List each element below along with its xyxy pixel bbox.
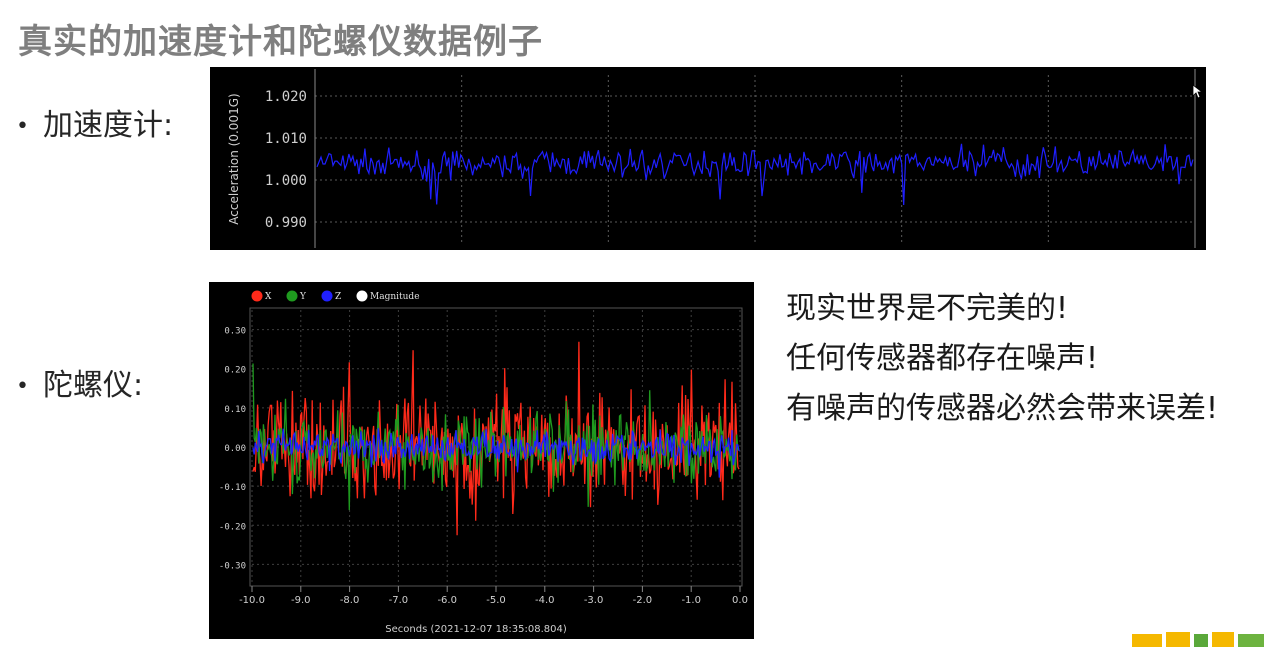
accelerometer-chart: 1.020 1.010 1.000 0.990 Acceleration (0.001G… [210,67,1206,250]
y-tick-label: 1.010 [265,131,307,147]
x-tick-label: -3.0 [584,595,604,606]
legend-marker [251,290,263,302]
x-tick-label: -9.0 [291,595,311,606]
x-tick-label: -5.0 [486,595,506,606]
x-tick-label: -4.0 [535,595,555,606]
series-line-acceleration [316,143,1194,206]
y-tick-label: 0.30 [224,327,246,337]
series-line-x [252,341,740,536]
legend-label: Z [335,292,341,302]
x-tick-label: -7.0 [389,595,409,606]
legend-label: X [265,292,272,302]
bullet-gyroscope-label: 陀螺仪: [42,368,144,403]
y-tick-label: 0.10 [224,405,246,415]
series-line-y [252,363,740,511]
x-tick-label: -10.0 [239,595,265,606]
legend-marker [321,290,333,302]
gyroscope-chart: -10.0 -9.0 -8.0 -7.0 -6.0 -5.0 -4.0 -3.0 -2.0 -1.… [209,282,754,639]
legend-marker [356,290,368,302]
y-tick-label: 1.020 [265,89,307,105]
x-axis-label: Seconds (2021-12-07 18:35:08.804) [385,624,567,635]
slide-title: 真实的加速度计和陀螺仪数据例子 [18,22,543,62]
note-line-3: 有噪声的传感器必然会带来误差! [786,391,1219,426]
y-tick-label: -0.10 [219,483,246,493]
gyroscope-chart-svg: -10.0 -9.0 -8.0 -7.0 -6.0 -5.0 -4.0 -3.0 -2.0 -1.… [219,290,748,635]
bullet-dot-icon: • [16,114,29,139]
y-tick-label: 0.990 [265,215,307,231]
y-tick-label: 0.20 [224,366,246,376]
bullet-accelerometer: • 加速度计: [16,100,173,144]
note-line-2: 任何传感器都存在噪声! [786,341,1099,376]
x-tick-label: -6.0 [437,595,457,606]
note-line-1: 现实世界是不完美的! [786,291,1069,326]
series-line-z [252,428,740,478]
y-tick-label: -0.30 [219,561,246,571]
logo [1132,630,1274,647]
x-tick-label: -2.0 [633,595,653,606]
bullet-dot-icon: • [16,374,29,399]
legend-label: Magnitude [370,292,420,302]
y-tick-label: 0.00 [224,444,246,454]
x-tick-label: -1.0 [681,595,701,606]
legend-label: Y [299,292,307,302]
mouse-cursor-icon [1192,84,1204,103]
notes-block: 现实世界是不完美的! 任何传感器都存在噪声! 有噪声的传感器必然会带来误差! [786,284,1218,434]
accelerometer-chart-svg: 1.020 1.010 1.000 0.990 Acceleration (0.001G… [227,69,1196,248]
x-tick-label: 0.0 [732,595,748,606]
y-tick-label: -0.20 [219,522,246,532]
y-axis-label: Acceleration (0.001G) [227,93,241,224]
legend-marker [286,290,298,302]
bullet-accelerometer-label: 加速度计: [42,108,174,143]
x-tick-label: -8.0 [340,595,360,606]
y-tick-label: 1.000 [265,173,307,189]
bullet-gyroscope: • 陀螺仪: [16,360,143,404]
